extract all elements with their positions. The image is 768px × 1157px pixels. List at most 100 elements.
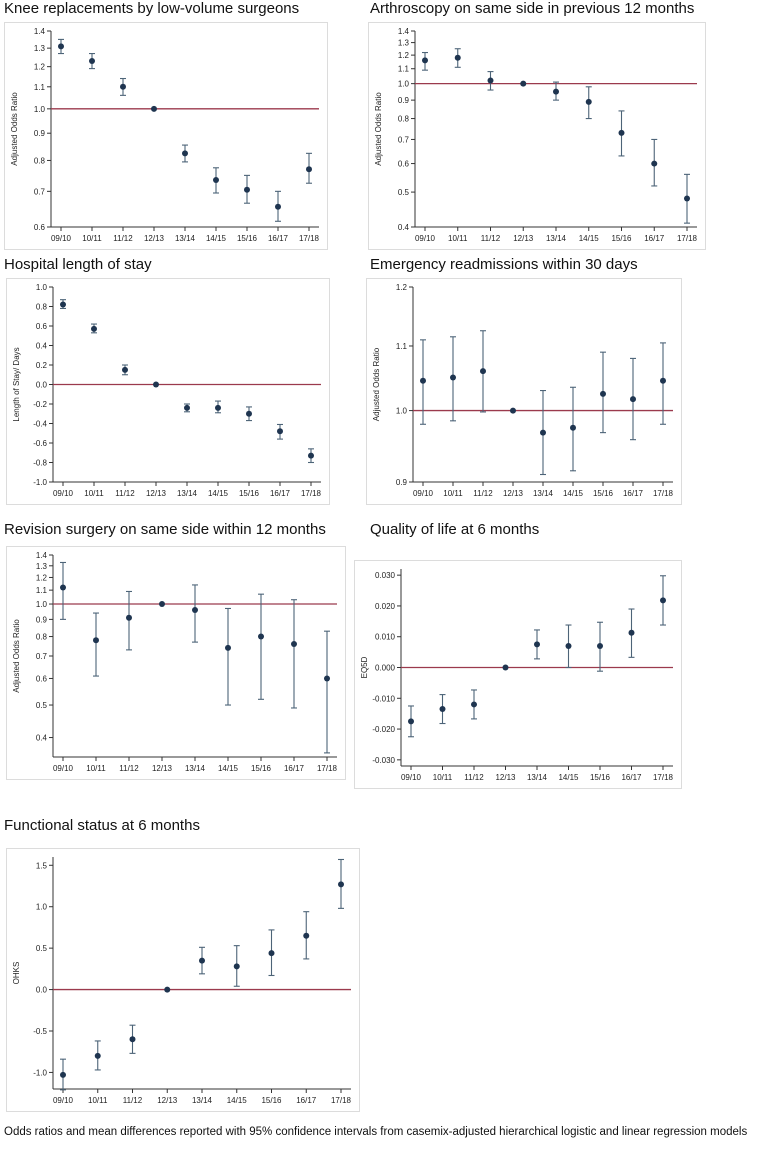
x-tick-label: 09/10: [413, 489, 434, 498]
y-tick-label: 1.0: [36, 903, 48, 912]
chart-title-arthroscopy: Arthroscopy on same side in previous 12 …: [370, 0, 695, 17]
x-tick-label: 10/11: [433, 773, 453, 782]
x-tick-label: 17/18: [299, 234, 320, 243]
y-tick-label: 0.030: [375, 571, 396, 580]
y-tick-label: 0.0: [36, 381, 48, 390]
y-tick-label: 1.2: [36, 573, 48, 582]
data-point: [94, 1052, 101, 1059]
data-point: [628, 629, 635, 636]
y-tick-label: 0.9: [36, 615, 48, 624]
data-point: [159, 601, 165, 608]
y-tick-label: 0.7: [36, 652, 48, 661]
y-tick-label: 1.1: [398, 65, 410, 74]
x-tick-label: 13/14: [185, 764, 206, 773]
chart-panel-length-of-stay: -1.0 -0.8 -0.6 -0.4 -0.2 0.0 0.2 0.4 0.6 0.8 1.0 Le…: [6, 278, 330, 505]
data-point: [303, 932, 310, 939]
chart-svg: 0.4 0.5 0.6 0.7 0.8 0.9 1.0 1.1 1.2 1.3 1.4 Adjuste…: [12, 551, 338, 773]
chart-panel-revision-surgery: 0.4 0.5 0.6 0.7 0.8 0.9 1.0 1.1 1.2 1.3 1.4 Adjuste…: [6, 546, 346, 780]
x-tick-label: 09/10: [53, 764, 74, 773]
data-point: [244, 186, 250, 193]
data-point: [597, 642, 603, 649]
chart-svg: 0.6 0.7 0.8 0.9 1.0 1.1 1.2 1.3 1.4 Adjusted Odds…: [10, 27, 320, 243]
y-tick-label: 1.1: [36, 586, 48, 595]
chart-svg: -1.0 -0.5 0.0 0.5 1.0 1.5 OHKS 09/10 10/11 11/12 1…: [12, 857, 352, 1105]
x-tick-label: 12/13: [503, 489, 524, 498]
y-tick-label: 1.0: [36, 283, 48, 292]
x-tick-label: 10/11: [84, 489, 104, 498]
data-point: [534, 641, 540, 648]
data-point: [192, 606, 198, 613]
x-tick-label: 17/18: [301, 489, 322, 498]
data-point: [151, 105, 157, 112]
chart-title-revision-surgery: Revision surgery on same side within 12 …: [4, 521, 326, 538]
x-tick-label: 14/15: [227, 1096, 248, 1105]
x-tick-label: 11/12: [119, 764, 139, 773]
chart-panel-functional-status: -1.0 -0.5 0.0 0.5 1.0 1.5 OHKS 09/10 10/11 11/12 1…: [6, 848, 360, 1112]
y-tick-label: 1.3: [36, 562, 48, 571]
x-tick-label: 13/14: [527, 773, 548, 782]
data-point: [422, 57, 428, 64]
x-tick-label: 12/13: [152, 764, 173, 773]
data-point: [520, 80, 527, 87]
data-point: [268, 950, 275, 957]
y-tick-label: -1.0: [33, 1068, 47, 1077]
x-tick-label: 15/16: [593, 489, 614, 498]
chart-svg: -1.0 -0.8 -0.6 -0.4 -0.2 0.0 0.2 0.4 0.6 0.8 1.0 Le…: [12, 283, 322, 498]
chart-title-functional-status: Functional status at 6 months: [4, 817, 200, 834]
x-tick-label: 11/12: [115, 489, 135, 498]
data-point: [277, 428, 283, 435]
x-tick-label: 15/16: [261, 1096, 282, 1105]
y-tick-label: 0.7: [34, 187, 46, 196]
x-tick-label: 15/16: [611, 234, 632, 243]
x-tick-label: 11/12: [464, 773, 484, 782]
data-point: [60, 1071, 66, 1078]
data-point: [291, 641, 297, 648]
x-tick-label: 09/10: [53, 1096, 74, 1105]
x-tick-label: 09/10: [415, 234, 436, 243]
data-point: [540, 429, 546, 436]
x-tick-label: 12/13: [144, 234, 165, 243]
y-tick-label: 1.5: [36, 861, 48, 870]
y-tick-label: 0.6: [36, 674, 48, 683]
chart-title-length-of-stay: Hospital length of stay: [4, 256, 152, 273]
y-tick-label: 1.2: [34, 63, 46, 72]
chart-title-quality-of-life: Quality of life at 6 months: [370, 521, 540, 538]
data-point: [630, 396, 636, 403]
data-point: [258, 633, 264, 640]
data-point: [618, 129, 625, 136]
data-point: [324, 675, 330, 682]
data-point: [338, 881, 344, 888]
data-point: [93, 637, 99, 644]
y-tick-label: -0.8: [33, 459, 47, 468]
data-point: [510, 407, 516, 414]
y-tick-label: 0.5: [36, 944, 48, 953]
chart-panel-knee-replacements: 0.6 0.7 0.8 0.9 1.0 1.1 1.2 1.3 1.4 Adjusted Odds…: [4, 22, 328, 250]
y-tick-label: 0.8: [36, 303, 48, 312]
x-tick-label: 13/14: [192, 1096, 213, 1105]
x-tick-label: 15/16: [251, 764, 272, 773]
data-point: [182, 150, 188, 157]
y-tick-label: 0.5: [36, 701, 48, 710]
data-point: [233, 963, 240, 970]
y-tick-label: 0.8: [34, 156, 46, 165]
data-point: [129, 1036, 136, 1043]
x-tick-label: 17/18: [653, 773, 674, 782]
data-point: [570, 424, 576, 431]
x-tick-label: 17/18: [331, 1096, 352, 1105]
data-point: [502, 664, 509, 671]
y-tick-label: 0.9: [398, 96, 410, 105]
data-point: [306, 166, 312, 173]
data-point: [487, 77, 494, 84]
data-point: [480, 368, 486, 375]
y-tick-label: -1.0: [33, 478, 47, 487]
x-tick-label: 10/11: [82, 234, 102, 243]
y-tick-label: 0.9: [34, 129, 46, 138]
data-point: [213, 177, 219, 184]
data-point: [660, 377, 666, 384]
y-tick-label: 0.4: [36, 734, 48, 743]
x-tick-label: 14/15: [208, 489, 229, 498]
data-point: [439, 706, 446, 713]
x-tick-label: 14/15: [579, 234, 600, 243]
y-axis-label: EQ5D: [360, 656, 369, 678]
chart-title-knee-replacements: Knee replacements by low-volume surgeons: [4, 0, 300, 17]
